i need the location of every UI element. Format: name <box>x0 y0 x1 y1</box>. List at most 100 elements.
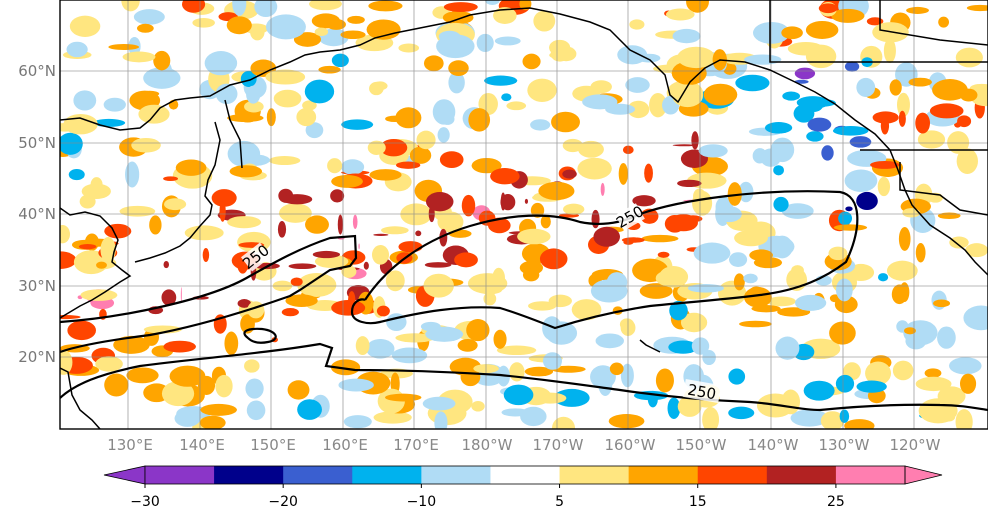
anomaly-patch <box>902 208 921 218</box>
anomaly-patch <box>60 315 81 320</box>
anomaly-patch <box>398 43 420 53</box>
anomaly-patch <box>371 244 390 265</box>
anomaly-patch <box>327 158 343 174</box>
anomaly-patch <box>562 138 583 153</box>
anomaly-patch <box>734 229 768 247</box>
anomaly-patch <box>743 273 758 284</box>
anomaly-patch <box>959 373 977 394</box>
anomaly-patch <box>95 356 123 372</box>
lon-axis: 130°E 140°E 150°E 160°E 170°E 180°W 170°… <box>107 436 940 454</box>
anomaly-patch <box>182 0 206 13</box>
anomaly-patch <box>211 189 237 207</box>
anomaly-patch <box>835 374 855 393</box>
anomaly-patch <box>483 292 497 306</box>
anomaly-patch <box>501 408 530 417</box>
lon-label-150w: 150°W <box>676 436 727 454</box>
anomaly-patch <box>665 8 695 21</box>
anomaly-patch <box>373 233 389 237</box>
anomaly-patch <box>828 246 848 261</box>
anomaly-patch <box>309 0 342 11</box>
anomaly-patch <box>215 374 233 398</box>
anomaly-patch <box>240 70 257 87</box>
anomaly-patch <box>395 333 435 343</box>
anomaly-patch <box>273 89 302 108</box>
anomaly-patch <box>437 211 464 233</box>
lon-label-170w: 170°W <box>533 436 584 454</box>
anomaly-patch <box>744 287 772 308</box>
anomaly-patch <box>175 159 207 176</box>
anomaly-patch <box>163 176 178 182</box>
anomaly-patch <box>937 212 961 220</box>
anomaly-patch <box>366 19 401 40</box>
lon-label-140w: 140°W <box>748 436 799 454</box>
anomaly-patch <box>877 176 891 197</box>
anomaly-patch <box>246 400 266 421</box>
anomaly-patch <box>78 243 97 250</box>
anomaly-patch <box>715 196 733 218</box>
anomaly-patch <box>733 273 745 291</box>
anomaly-patch <box>422 396 456 411</box>
anomaly-patch <box>343 415 372 429</box>
anomaly-patch <box>90 177 103 193</box>
anomaly-patch <box>305 122 324 139</box>
anomaly-patch <box>265 14 306 40</box>
anomaly-patch <box>492 267 505 289</box>
anomaly-patch <box>122 51 156 63</box>
contour-label-3: 250 <box>686 381 717 404</box>
anomaly-patch <box>305 215 329 234</box>
anomaly-patch <box>384 393 422 402</box>
anomaly-patch <box>245 378 264 399</box>
anomaly-patch <box>330 189 345 203</box>
anomaly-patch <box>60 224 71 244</box>
anomaly-patch <box>790 409 829 427</box>
anomaly-patch <box>517 228 551 245</box>
anomaly-patch <box>331 174 363 188</box>
colorbar-cell <box>628 466 699 484</box>
anomaly-patch <box>96 261 107 269</box>
anomaly-patch <box>680 312 708 333</box>
anomaly-patch <box>476 33 494 53</box>
anomaly-patch <box>461 194 476 217</box>
anomaly-patch <box>956 148 978 174</box>
anomaly-patch <box>215 83 238 105</box>
anomaly-patch <box>906 6 929 14</box>
anomaly-patch <box>949 357 982 375</box>
anomaly-patch <box>277 221 287 238</box>
anomaly-patch <box>355 336 370 356</box>
anomaly-patch <box>898 110 906 127</box>
anomaly-patch <box>501 93 512 102</box>
anomaly-patch <box>143 67 181 89</box>
anomaly-patch <box>443 2 478 12</box>
anomaly-patch <box>285 294 318 308</box>
anomaly-patch <box>677 46 716 69</box>
anomaly-patch <box>331 300 366 316</box>
anomaly-patch <box>686 0 709 13</box>
anomaly-patch <box>955 47 983 68</box>
anomaly-patch <box>279 203 312 223</box>
anomaly-patch <box>949 236 969 249</box>
colorbar-tick-label: −30 <box>130 494 160 510</box>
lat-label-20: 20°N <box>18 348 56 366</box>
anomaly-patch <box>794 294 827 311</box>
anomaly-patch <box>104 373 129 397</box>
anomaly-patch <box>600 182 605 196</box>
anomaly-patch <box>226 16 252 35</box>
anomaly-patch <box>368 0 403 12</box>
anomaly-patch <box>672 28 701 44</box>
anomaly-patch <box>898 227 911 251</box>
anomaly-patch <box>955 409 973 429</box>
anomaly-patch <box>367 140 386 155</box>
anomaly-patch <box>703 83 738 106</box>
anomaly-patch <box>326 19 346 30</box>
anomaly-patch <box>908 77 932 87</box>
anomaly-patch <box>448 60 469 76</box>
anomaly-patch <box>969 84 988 107</box>
anomaly-patch <box>432 99 456 125</box>
colorbar-frame <box>144 465 906 485</box>
anomaly-patch <box>534 392 567 404</box>
anomaly-patch <box>781 203 814 219</box>
anomaly-patch <box>192 17 215 28</box>
anomaly-patch <box>629 19 645 30</box>
anomaly-patch <box>288 263 317 270</box>
anomaly-patch <box>917 130 946 149</box>
